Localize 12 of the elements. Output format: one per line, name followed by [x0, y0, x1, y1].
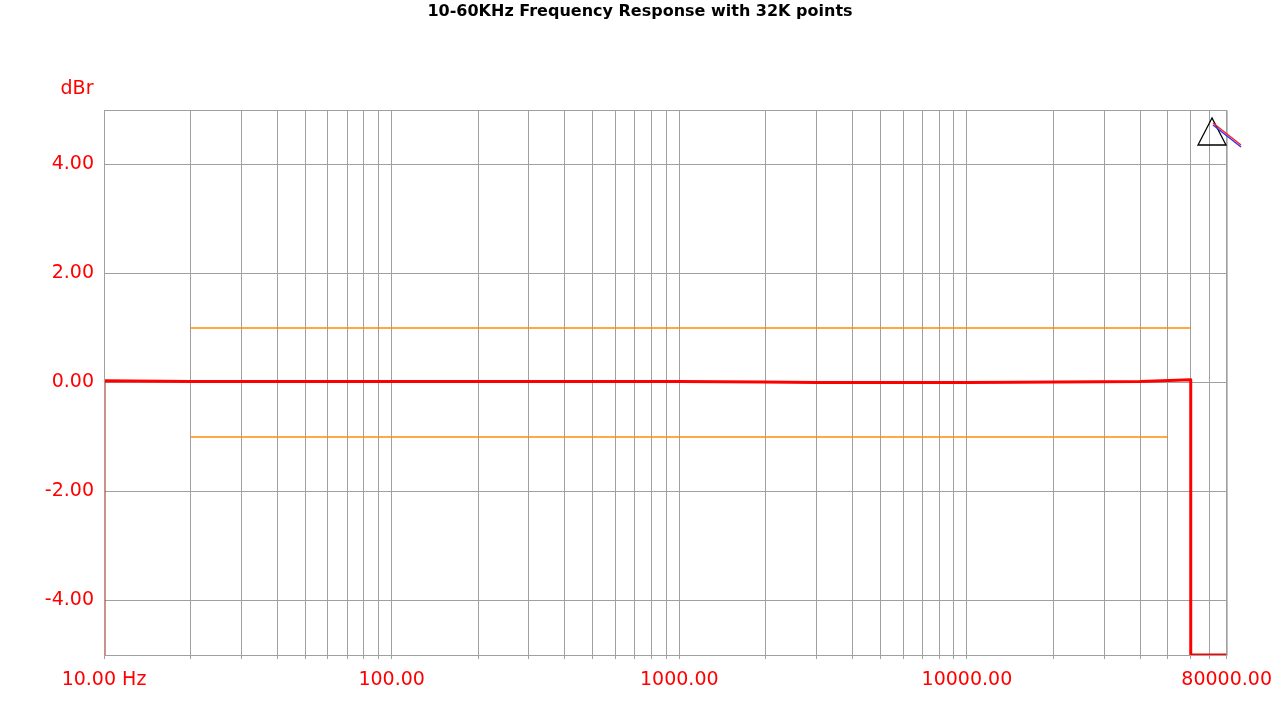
x-tick-label: 80000.00	[1181, 667, 1273, 690]
chart-title: 10-60KHz Frequency Response with 32K points	[427, 1, 853, 21]
y-tick-label: -2.00	[44, 478, 94, 501]
x-tick-label: 1000.00	[639, 667, 719, 690]
x-tick-label: 10.00 Hz	[61, 667, 147, 690]
y-axis-title: dBr	[60, 75, 94, 98]
y-tick-label: 4.00	[51, 151, 94, 174]
y-tick-label: -4.00	[44, 587, 94, 610]
x-tick-label: 100.00	[358, 667, 425, 690]
x-tick-label: 10000.00	[921, 667, 1013, 690]
y-tick-label: 2.00	[51, 260, 94, 283]
y-tick-label: 0.00	[51, 369, 94, 392]
